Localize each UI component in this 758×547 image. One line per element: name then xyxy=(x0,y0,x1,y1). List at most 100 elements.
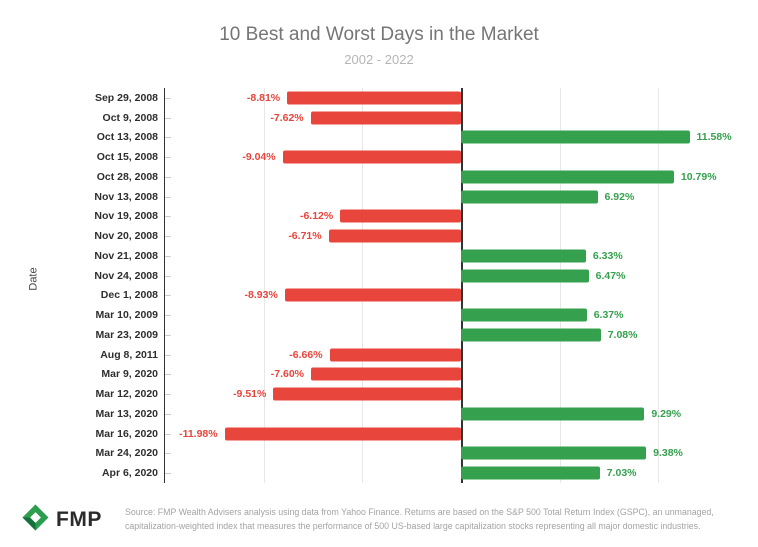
axis-tick xyxy=(165,453,171,455)
fmp-logo-text: FMP xyxy=(56,508,102,531)
axis-tick xyxy=(165,157,171,159)
bar-value-label: 7.08% xyxy=(607,328,638,341)
bar-row: 6.37% xyxy=(165,305,757,325)
negative-bar xyxy=(311,367,461,381)
positive-bar xyxy=(461,130,690,144)
axis-tick xyxy=(165,196,171,198)
bar-row: -6.66% xyxy=(165,345,757,365)
positive-bar xyxy=(461,269,589,283)
bar-value-label: 11.58% xyxy=(696,131,732,144)
y-tick-label: Apr 6, 2020 xyxy=(101,467,158,480)
bar-row: 9.29% xyxy=(165,404,757,424)
chart-subtitle: 2002 - 2022 xyxy=(344,52,414,67)
y-tick-label: Mar 16, 2020 xyxy=(95,427,158,440)
positive-bar xyxy=(461,170,674,184)
bar-value-label: -7.60% xyxy=(270,368,305,381)
fmp-logo-icon xyxy=(22,504,49,536)
bar-row: 10.79% xyxy=(165,167,757,187)
bar-row: -8.81% xyxy=(165,88,757,108)
positive-bar xyxy=(461,190,598,204)
axis-tick xyxy=(165,97,171,99)
bar-value-label: -6.71% xyxy=(288,230,322,243)
axis-tick xyxy=(165,354,171,356)
bar-row: 6.47% xyxy=(165,266,757,286)
y-tick-label: Mar 10, 2009 xyxy=(95,309,158,322)
bar-value-label: 6.47% xyxy=(595,269,626,282)
bar-rows: -8.81% -7.62% 11.58% -9.04% 10.79% 6.92% -6.12… xyxy=(165,88,757,483)
negative-bar xyxy=(224,427,461,441)
axis-tick xyxy=(165,374,171,376)
y-tick-label: Oct 9, 2008 xyxy=(102,111,158,124)
bar-row: 11.58% xyxy=(165,128,757,148)
bar-value-label: -11.98% xyxy=(179,427,218,440)
y-tick-label: Nov 19, 2008 xyxy=(94,210,158,223)
gridline xyxy=(559,88,561,483)
bar-value-label: -9.04% xyxy=(242,151,276,164)
y-tick-label: Sep 29, 2008 xyxy=(94,91,158,104)
y-tick-label: Oct 13, 2008 xyxy=(96,131,158,144)
bar-row: 6.33% xyxy=(165,246,757,266)
bar-value-label: -8.81% xyxy=(246,91,281,104)
bar-value-label: -9.51% xyxy=(233,388,267,401)
bar-row: -7.60% xyxy=(165,365,757,385)
bar-row: 7.03% xyxy=(165,463,757,483)
negative-bar xyxy=(340,209,461,223)
axis-tick xyxy=(165,315,171,317)
axis-tick xyxy=(165,334,171,336)
bar-row: -6.12% xyxy=(165,207,757,227)
axis-tick xyxy=(165,394,171,396)
negative-bar xyxy=(287,91,461,105)
y-tick-label: Nov 13, 2008 xyxy=(94,190,158,203)
y-tick-label: Nov 24, 2008 xyxy=(94,269,158,282)
positive-bar xyxy=(461,446,647,460)
positive-bar xyxy=(461,466,600,480)
negative-bar xyxy=(328,229,461,243)
zero-baseline xyxy=(461,88,463,483)
y-tick-label: Mar 9, 2020 xyxy=(101,368,158,381)
y-tick-label: Oct 28, 2008 xyxy=(96,170,158,183)
gridline xyxy=(362,88,364,483)
source-attribution-text: Source: FMP Wealth Advisers analysis usi… xyxy=(125,507,714,531)
plot-area: -8.81% -7.62% 11.58% -9.04% 10.79% 6.92% -6.12… xyxy=(164,88,757,483)
positive-bar xyxy=(461,328,601,342)
y-tick-label: Mar 13, 2020 xyxy=(95,407,158,420)
bar-row: -8.93% xyxy=(165,286,757,306)
gridline xyxy=(658,88,660,483)
bar-value-label: 9.38% xyxy=(653,447,683,460)
gridline xyxy=(263,88,265,483)
axis-tick xyxy=(165,473,171,475)
bar-value-label: -8.93% xyxy=(244,289,278,302)
bar-value-label: 7.03% xyxy=(606,467,637,480)
negative-bar xyxy=(273,387,461,401)
y-tick-label: Mar 23, 2009 xyxy=(95,328,158,341)
y-tick-label: Nov 20, 2008 xyxy=(94,230,158,243)
bar-value-label: -7.62% xyxy=(270,111,304,124)
y-tick-label: Mar 24, 2020 xyxy=(95,447,158,460)
bar-row: -9.04% xyxy=(165,147,757,167)
negative-bar xyxy=(282,150,461,164)
axis-tick xyxy=(165,137,171,139)
axis-tick xyxy=(165,295,171,297)
bar-row: 6.92% xyxy=(165,187,757,207)
bar-value-label: -6.66% xyxy=(289,348,323,361)
negative-bar xyxy=(310,111,461,125)
footer: FMP Source: FMP Wealth Advisers analysis… xyxy=(0,498,758,547)
axis-tick xyxy=(165,216,171,218)
y-tick-label: Mar 12, 2020 xyxy=(95,388,158,401)
bar-value-label: 6.33% xyxy=(592,249,623,262)
axis-tick xyxy=(165,176,171,178)
bar-value-label: 6.92% xyxy=(604,190,635,203)
axis-tick xyxy=(165,433,171,435)
axis-tick xyxy=(165,275,171,277)
axis-tick xyxy=(165,413,171,415)
bar-value-label: -6.12% xyxy=(299,210,334,223)
negative-bar xyxy=(329,348,461,362)
bar-value-label: 10.79% xyxy=(680,170,717,183)
positive-bar xyxy=(461,407,645,421)
y-axis-tick-labels: Sep 29, 2008 Oct 9, 2008 Oct 13, 2008 Oct 1… xyxy=(0,88,158,483)
negative-bar xyxy=(284,288,461,302)
y-tick-label: Aug 8, 2011 xyxy=(100,348,158,361)
bar-value-label: 6.37% xyxy=(593,309,624,322)
bar-row: -7.62% xyxy=(165,108,757,128)
